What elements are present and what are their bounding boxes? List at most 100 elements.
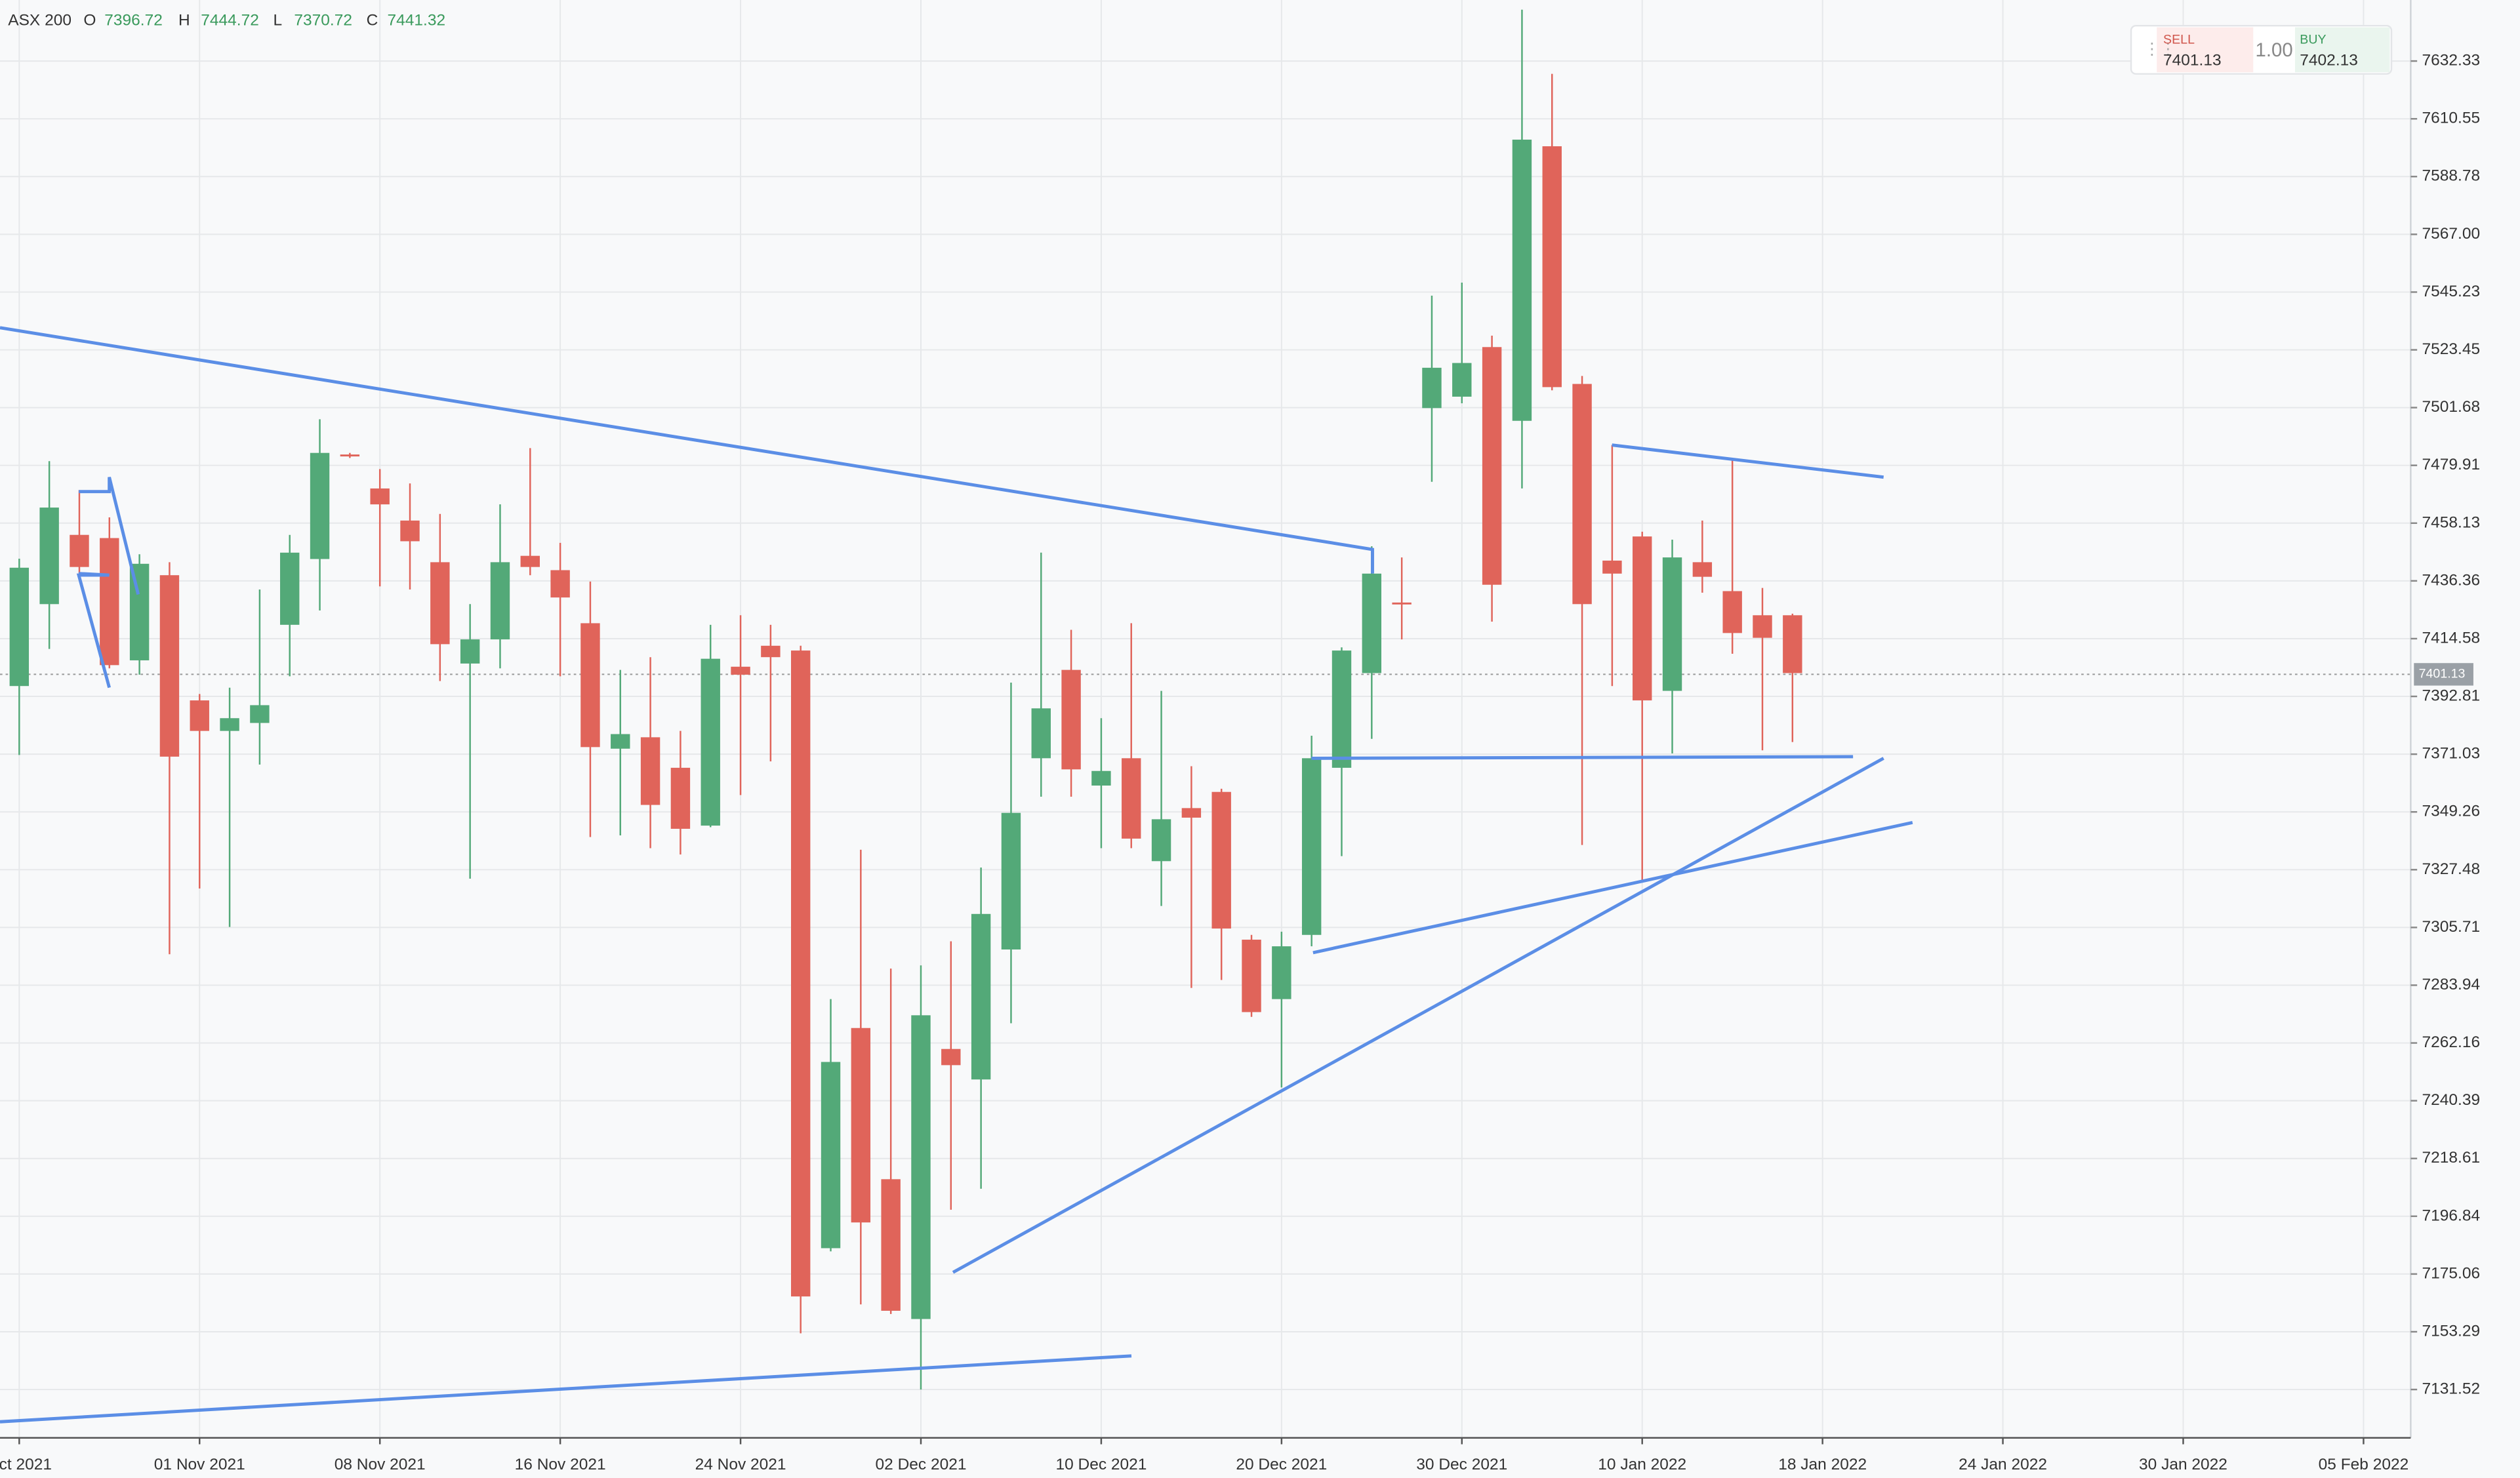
candle-body — [70, 534, 89, 567]
y-tick-label: 7501.68 — [2422, 398, 2481, 416]
buy-button[interactable] — [2294, 27, 2390, 73]
ohlc-label: H — [178, 11, 190, 29]
candle-body — [400, 520, 420, 542]
sell-label: SELL — [2163, 32, 2195, 47]
candle-body — [1692, 562, 1713, 577]
candle-body — [280, 552, 300, 625]
x-tick-label: 08 Nov 2021 — [335, 1456, 426, 1473]
candle-body — [1482, 347, 1502, 585]
y-tick-label: 7218.61 — [2422, 1149, 2481, 1167]
candle-body — [790, 650, 811, 1297]
candle-body — [159, 575, 180, 757]
candles — [9, 9, 1802, 1390]
y-tick-label: 7436.36 — [2422, 571, 2481, 589]
trend-line[interactable] — [1312, 821, 1913, 955]
candle-body — [1181, 808, 1202, 818]
candle-body — [520, 555, 540, 567]
y-tick-label: 7327.48 — [2422, 860, 2481, 878]
candle-body — [9, 567, 30, 687]
candle-body — [670, 767, 691, 829]
candle-body — [1362, 573, 1382, 673]
candle-body — [580, 623, 600, 748]
candle-body — [1091, 770, 1111, 786]
trend-line[interactable] — [1612, 443, 1884, 479]
trend-line[interactable] — [0, 326, 1374, 574]
candle-body — [1301, 758, 1322, 935]
candle-body — [1602, 560, 1622, 574]
candle-body — [1151, 819, 1171, 862]
candle-body — [1572, 384, 1592, 605]
ohlc-label: L — [274, 11, 283, 29]
x-tick-label: Oct 2021 — [0, 1456, 52, 1473]
trend-line[interactable] — [1311, 755, 1854, 760]
y-tick-label: 7240.39 — [2422, 1091, 2481, 1109]
candle-body — [731, 666, 750, 675]
drag-handle[interactable]: ⋮⋮ — [2144, 40, 2176, 58]
header: ASX 200 O 7396.72 H 7444.72 L 7370.72 C … — [8, 11, 445, 29]
x-tick-label: 10 Jan 2022 — [1598, 1456, 1686, 1473]
candle-body — [971, 913, 991, 1080]
candle-body — [250, 705, 270, 723]
y-tick-label: 7392.81 — [2422, 687, 2481, 704]
y-tick-label: 7305.71 — [2422, 918, 2481, 936]
sell-price: 7401.13 — [2163, 52, 2222, 70]
open-value: 7396.72 — [104, 11, 163, 29]
x-tick-label: 05 Feb 2022 — [2319, 1456, 2409, 1473]
y-tick-label: 7458.13 — [2422, 513, 2481, 531]
y-tick-label: 7545.23 — [2422, 283, 2481, 300]
candle-body — [1122, 758, 1141, 839]
quantity[interactable]: 1.00 — [2256, 39, 2293, 61]
y-tick-label: 7196.84 — [2422, 1207, 2481, 1224]
y-tick-label: 7588.78 — [2422, 167, 2481, 185]
trend-line[interactable] — [952, 757, 1884, 1274]
last-price-tag — [2414, 663, 2473, 686]
x-tick-label: 10 Dec 2021 — [1055, 1456, 1147, 1473]
candle-body — [1001, 812, 1021, 949]
candle-body — [1722, 591, 1742, 633]
candle-body — [701, 658, 720, 826]
candle-body — [1633, 536, 1652, 701]
candle-body — [1662, 557, 1682, 691]
candle-body — [881, 1179, 901, 1311]
y-tick-label: 7283.94 — [2422, 976, 2481, 993]
candle-body — [821, 1062, 841, 1248]
candle-body — [1753, 615, 1772, 638]
x-tick-label: 16 Nov 2021 — [515, 1456, 606, 1473]
buy-price: 7402.13 — [2300, 52, 2358, 70]
candle-body — [1422, 367, 1442, 409]
candle-body — [611, 734, 630, 749]
grid — [0, 0, 2411, 1438]
last-price-label: 7401.13 — [2419, 667, 2466, 681]
trend-line[interactable] — [79, 477, 140, 595]
candle-body — [1272, 946, 1291, 999]
candle-body — [1061, 669, 1081, 770]
candle-body — [911, 1015, 931, 1319]
candle-body — [370, 488, 390, 505]
x-tick-label: 30 Jan 2022 — [2139, 1456, 2227, 1473]
y-tick-label: 7414.58 — [2422, 629, 2481, 647]
candle-body — [490, 562, 510, 640]
candle-body — [761, 645, 781, 658]
low-value: 7370.72 — [294, 11, 352, 29]
high-value: 7444.72 — [201, 11, 259, 29]
candle-body — [1242, 940, 1261, 1012]
symbol: ASX 200 — [8, 11, 71, 29]
candle-body — [340, 454, 360, 457]
y-tick-label: 7632.33 — [2422, 52, 2481, 70]
x-tick-label: 20 Dec 2021 — [1236, 1456, 1327, 1473]
candle-body — [550, 570, 570, 598]
sell-button[interactable] — [2157, 27, 2254, 73]
close-value: 7441.32 — [388, 11, 446, 29]
candle-body — [1331, 650, 1352, 768]
x-tick-label: 30 Dec 2021 — [1416, 1456, 1507, 1473]
y-tick-label: 7371.03 — [2422, 745, 2481, 763]
trend-line[interactable] — [0, 1354, 1132, 1424]
trend-line[interactable] — [76, 572, 111, 689]
x-tick-label: 18 Jan 2022 — [1778, 1456, 1867, 1473]
candle-body — [1452, 363, 1472, 397]
x-tick-label: 24 Jan 2022 — [1959, 1456, 2047, 1473]
trend-lines — [0, 326, 1913, 1424]
